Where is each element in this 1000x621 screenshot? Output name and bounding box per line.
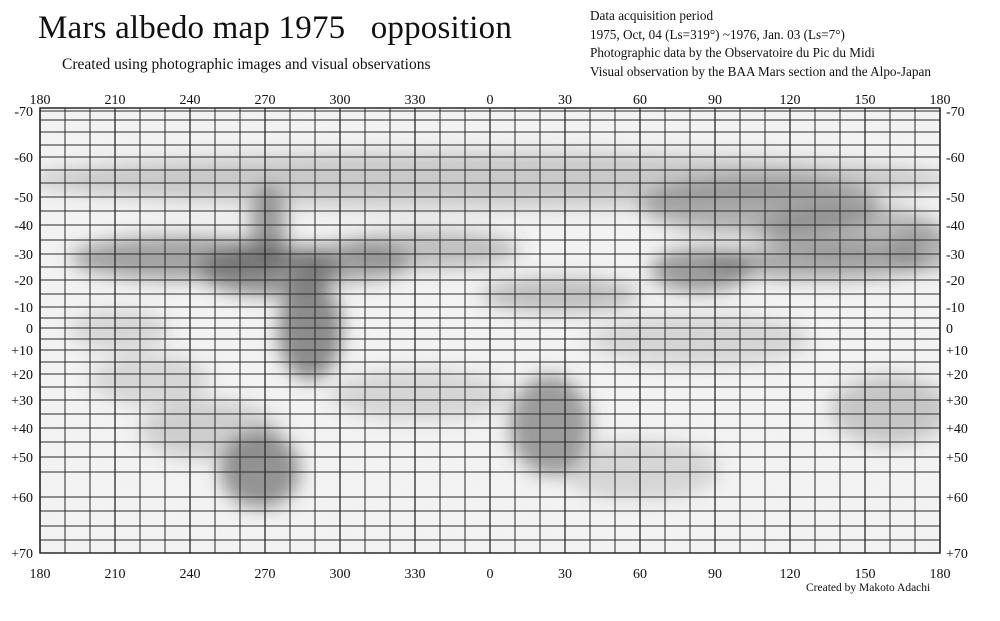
longitude-label-bottom: 210 <box>105 567 126 582</box>
longitude-label-top: 150 <box>855 93 876 108</box>
info-photo-source: Photographic data by the Observatoire du… <box>590 45 875 60</box>
longitude-label-top: 270 <box>255 93 276 108</box>
latitude-label-left: +50 <box>11 451 33 466</box>
longitude-label-top: 120 <box>780 93 801 108</box>
longitude-label-top: 30 <box>558 93 572 108</box>
latitude-label-right: -10 <box>946 301 965 316</box>
longitude-label-top: 240 <box>180 93 201 108</box>
longitude-label-bottom: 30 <box>558 567 572 582</box>
latitude-label-left: -40 <box>14 219 33 234</box>
latitude-label-right: +70 <box>946 547 968 562</box>
longitude-label-bottom: 60 <box>633 567 647 582</box>
longitude-label-bottom: 0 <box>487 567 494 582</box>
longitude-label-top: 60 <box>633 93 647 108</box>
latitude-label-right: -40 <box>946 219 965 234</box>
info-period: 1975, Oct, 04 (Ls=319°) ~1976, Jan. 03 (… <box>590 26 845 42</box>
longitude-label-top: 300 <box>330 93 351 108</box>
latitude-labels-right: -70 -60 -50 -40 -30 -20 -10 0 +10 +20 +30 +40 +50 +60… <box>946 105 968 562</box>
latitude-label-right: +20 <box>946 368 968 383</box>
latitude-label-right: +30 <box>946 394 968 409</box>
latitude-label-left: +40 <box>11 422 33 437</box>
longitude-label-top: 180 <box>30 93 51 108</box>
latitude-label-right: +10 <box>946 344 968 359</box>
latitude-label-left: -60 <box>14 151 33 166</box>
longitude-label-bottom: 90 <box>708 567 722 582</box>
latitude-label-left: 0 <box>26 322 33 337</box>
longitude-label-bottom: 270 <box>255 567 276 582</box>
longitude-label-bottom: 120 <box>780 567 801 582</box>
info-heading: Data acquisition period <box>590 8 714 23</box>
latitude-label-left: +10 <box>11 344 33 359</box>
latitude-label-left: -50 <box>14 191 33 206</box>
longitude-label-bottom: 330 <box>405 567 426 582</box>
longitude-labels-bottom: 180 210 240 270 300 330 0 30 60 90 120 150 180 <box>30 567 951 582</box>
latitude-label-right: +60 <box>946 491 968 506</box>
credit-line: Created by Makoto Adachi <box>806 582 931 594</box>
latitude-label-right: +40 <box>946 422 968 437</box>
info-visual-source: Visual observation by the BAA Mars secti… <box>590 63 931 79</box>
longitude-labels-top: 180 210 240 270 300 330 0 30 60 90 120 150 180 <box>30 93 951 108</box>
longitude-label-bottom: 240 <box>180 567 201 582</box>
data-info-block: Data acquisition period 1975, Oct, 04 (L… <box>590 7 995 81</box>
latitude-label-right: -50 <box>946 191 965 206</box>
longitude-label-top: 210 <box>105 93 126 108</box>
latitude-label-right: -60 <box>946 151 965 166</box>
latitude-label-left: -70 <box>14 105 33 120</box>
longitude-label-bottom: 300 <box>330 567 351 582</box>
latitude-label-right: -20 <box>946 274 965 289</box>
latitude-label-left: -20 <box>14 274 33 289</box>
latitude-label-left: +30 <box>11 394 33 409</box>
longitude-label-bottom: 180 <box>930 567 951 582</box>
latitude-label-left: +20 <box>11 368 33 383</box>
latitude-label-left: +60 <box>11 491 33 506</box>
longitude-label-bottom: 150 <box>855 567 876 582</box>
latitude-label-right: 0 <box>946 322 953 337</box>
latitude-label-left: -10 <box>14 301 33 316</box>
map-subtitle: Created using photographic images and vi… <box>62 56 431 73</box>
latitude-labels-left: -70 -60 -50 -40 -30 -20 -10 0 +10 +20 +30 +40 +50 +60… <box>11 105 33 562</box>
latitude-label-right: -70 <box>946 105 965 120</box>
map-title: Mars albedo map 1975 opposition <box>38 10 513 46</box>
map-border <box>39 107 941 554</box>
longitude-label-top: 330 <box>405 93 426 108</box>
coordinate-grid <box>39 107 941 554</box>
latitude-label-right: +50 <box>946 451 968 466</box>
latitude-label-left: +70 <box>11 547 33 562</box>
longitude-label-top: 180 <box>930 93 951 108</box>
longitude-label-top: 90 <box>708 93 722 108</box>
latitude-label-left: -30 <box>14 248 33 263</box>
longitude-label-bottom: 180 <box>30 567 51 582</box>
latitude-label-right: -30 <box>946 248 965 263</box>
longitude-label-top: 0 <box>487 93 494 108</box>
